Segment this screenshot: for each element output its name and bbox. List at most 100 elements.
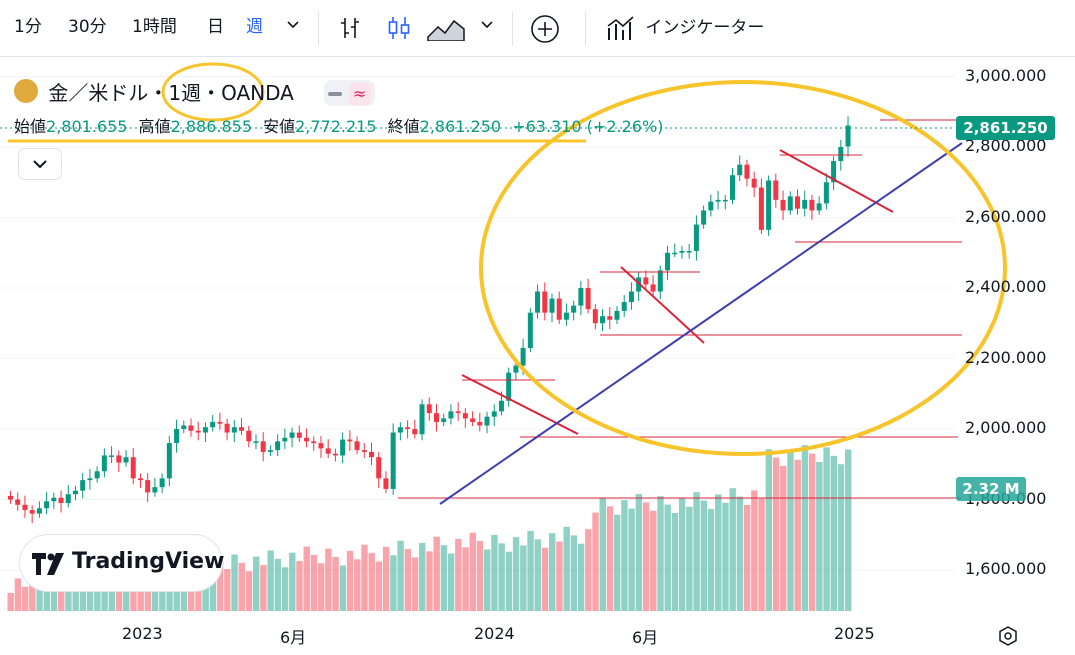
interval-1h-button[interactable]: 1時間: [132, 17, 177, 37]
volume-bar: [404, 549, 412, 611]
tradingview-watermark[interactable]: TradingView: [20, 535, 224, 591]
descending-trendline: [461, 374, 579, 435]
volume-bar: [303, 546, 310, 611]
candle-body: [188, 425, 194, 431]
candle-body: [51, 497, 57, 502]
volume-bar: [58, 582, 65, 611]
candle-body: [260, 441, 266, 452]
volume-bar: [354, 559, 361, 611]
volume-bar: [780, 465, 787, 611]
candle-body: [701, 210, 707, 225]
volume-bar: [635, 493, 643, 611]
volume-bar: [94, 578, 101, 611]
candle-body: [202, 427, 208, 433]
volume-bar: [758, 498, 765, 611]
candle-body: [513, 365, 519, 373]
candle-body: [491, 411, 497, 417]
candle-body: [354, 441, 360, 451]
legend-toggle-button[interactable]: ≈: [324, 79, 375, 106]
volume-bar: [447, 553, 455, 611]
candle-body: [72, 490, 78, 495]
candle-body: [340, 439, 346, 456]
price-tick-label: 2,000.000: [965, 418, 1047, 437]
interval-1m-button[interactable]: 1分: [14, 17, 42, 37]
volume-bar: [411, 557, 419, 611]
annotation-ellipse-large: [479, 80, 1007, 456]
settings-icon[interactable]: [997, 625, 1019, 651]
candle-body: [116, 455, 122, 463]
candle-body: [246, 430, 252, 442]
volume-bar: [498, 543, 505, 611]
volume-bar: [772, 457, 780, 611]
candle-body: [253, 441, 259, 443]
price-chart[interactable]: [0, 57, 1075, 655]
interval-week-button[interactable]: 週: [246, 17, 263, 37]
chevron-down-icon: [33, 160, 47, 169]
candle-body: [224, 423, 230, 433]
candle-body: [665, 252, 671, 271]
volume-bar: [722, 502, 729, 611]
candle-body: [787, 196, 793, 211]
volume-bar: [700, 500, 708, 611]
candle-body: [58, 497, 64, 504]
area-style-button[interactable]: [426, 15, 466, 49]
candle-body: [838, 147, 844, 162]
volume-bar: [325, 548, 332, 611]
volume-bar: [787, 451, 794, 611]
volume-bar: [238, 562, 245, 611]
volume-bar: [151, 577, 159, 611]
low-value: 2,772.215: [295, 117, 377, 136]
candle-body: [794, 196, 800, 209]
wave-icon: ≈: [348, 83, 371, 105]
candle-body: [571, 305, 577, 313]
compare-button[interactable]: [530, 14, 560, 52]
candle-body: [15, 499, 21, 505]
candle-style-button[interactable]: [386, 15, 412, 49]
volume-bar: [231, 554, 238, 611]
time-label-2023: 2023: [122, 624, 163, 643]
symbol-legend[interactable]: 金／米ドル・1週・OANDA ≈: [14, 76, 375, 108]
volume-bar: [693, 492, 700, 611]
collapse-legend-button[interactable]: [18, 148, 62, 180]
chevron-down-icon: [481, 21, 493, 29]
candle-body: [816, 203, 822, 211]
candle-body: [80, 480, 86, 491]
current-price-tag: 2,861.250: [956, 116, 1055, 140]
candle-body: [109, 455, 115, 457]
candle-body: [527, 312, 533, 348]
indicators-label: インジケーター: [645, 18, 765, 38]
candle-body: [672, 252, 678, 255]
candle-body: [239, 427, 245, 431]
volume-bar: [476, 541, 484, 611]
candle-body: [462, 413, 468, 419]
volume-bar: [845, 449, 852, 611]
volume-bar: [686, 506, 693, 611]
volume-bar: [267, 550, 274, 611]
price-tick-label: 2,400.000: [965, 277, 1047, 296]
volume-bar: [260, 565, 267, 611]
candle-body: [332, 453, 338, 456]
volume-bar: [440, 545, 448, 611]
volume-bar: [613, 514, 621, 611]
candle-body: [455, 411, 461, 414]
interval-day-button[interactable]: 日: [207, 17, 224, 37]
candle-body: [383, 478, 389, 489]
interval-30m-button[interactable]: 30分: [68, 17, 107, 37]
candle-body: [715, 199, 721, 202]
ascending-trendline: [439, 142, 963, 505]
area-chart-icon: [427, 19, 465, 42]
candle-body: [426, 404, 432, 414]
volume-bar: [7, 593, 14, 611]
indicators-button[interactable]: インジケーター: [606, 14, 764, 42]
volume-bar: [224, 569, 231, 611]
interval-dropdown[interactable]: [285, 14, 301, 40]
candle-body: [823, 182, 829, 204]
volume-bar: [642, 502, 650, 611]
candle-body: [556, 298, 562, 320]
volume-bar: [289, 552, 296, 611]
candle-body: [210, 421, 216, 428]
bar-style-button[interactable]: [338, 15, 364, 49]
chart-type-dropdown[interactable]: [479, 14, 495, 40]
volume-bar: [317, 563, 325, 611]
time-label-2025: 2025: [834, 624, 875, 643]
